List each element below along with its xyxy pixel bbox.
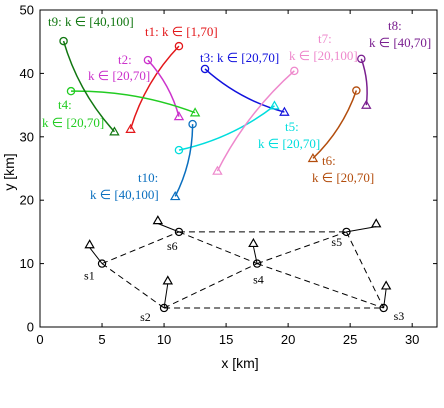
target-end-t4 — [189, 107, 201, 117]
target-label-t10: t10: — [138, 170, 158, 185]
target-tracks: t1: k ∈ [1,70]t2:k ∈ [20,70]t3: k ∈ [20,… — [42, 14, 431, 202]
target-track-t2 — [147, 59, 180, 117]
sensor-triangle — [370, 218, 382, 228]
x-tick-label: 30 — [405, 332, 419, 347]
target-start-t7 — [290, 66, 299, 76]
target-track-t6 — [312, 90, 358, 159]
sensor-circle — [159, 303, 169, 313]
target-label-t5: t5: — [285, 119, 299, 134]
target-interval-t5: k ∈ [20,70] — [258, 136, 320, 151]
target-label-t9: t9: k ∈ [40,100] — [48, 14, 134, 29]
target-start-t3 — [200, 64, 210, 74]
target-start-t2 — [143, 55, 153, 65]
x-tick-label: 15 — [219, 332, 233, 347]
y-axis-label: y [km] — [1, 153, 17, 190]
target-end-t1 — [125, 123, 136, 133]
y-tick-label: 10 — [20, 256, 34, 271]
sensor-links — [101, 231, 385, 309]
target-end-t7 — [212, 165, 223, 175]
y-tick-label: 0 — [27, 320, 34, 335]
sensor-link — [256, 263, 384, 309]
x-axis-label: x [km] — [221, 355, 258, 371]
target-start-t4 — [66, 86, 76, 96]
target-end-t3 — [279, 106, 290, 116]
target-label-t3: t3: k ∈ [20,70] — [200, 50, 279, 65]
sensor-circle — [342, 227, 351, 237]
target-track-t9 — [62, 40, 115, 133]
sensor-circle — [97, 259, 107, 268]
target-start-t8 — [357, 54, 366, 64]
target-label-t4: t4: — [58, 97, 72, 112]
target-track-t8 — [360, 58, 368, 106]
target-track-t10 — [174, 124, 194, 197]
target-track-t5 — [178, 105, 275, 151]
sensor-label: s1 — [84, 269, 95, 283]
target-end-t6 — [307, 152, 319, 163]
target-end-t10 — [169, 190, 181, 201]
sensor-heading-line — [346, 226, 377, 233]
sensor-link — [101, 231, 180, 265]
x-tick-label: 5 — [98, 332, 105, 347]
target-end-t9 — [109, 126, 120, 136]
axes-frame — [39, 9, 438, 328]
sensor-label: s5 — [331, 235, 342, 249]
sensor-circle — [174, 227, 184, 237]
target-start-t9 — [59, 36, 68, 46]
target-label-t2: t2: — [118, 52, 132, 67]
target-label-t7: t7: — [318, 31, 332, 46]
x-tick-label: 25 — [343, 332, 357, 347]
sensors: s1 s2 s3 s4 s5 s6 — [84, 215, 405, 324]
sensor-label: s2 — [140, 310, 151, 324]
target-interval-t6: k ∈ [20,70] — [312, 170, 374, 185]
sensor-circle — [252, 259, 262, 268]
target-label-t8: t8: — [388, 18, 402, 33]
sensor-link — [345, 231, 385, 309]
sensor-triangle — [248, 237, 259, 248]
target-start-t5 — [174, 145, 184, 155]
target-interval-t10: k ∈ [40,100] — [90, 187, 159, 202]
sensor-circle — [379, 303, 388, 313]
sensor-link — [163, 263, 258, 309]
y-tick-label: 30 — [20, 129, 34, 144]
sensor-triangle — [380, 280, 392, 290]
target-end-t2 — [173, 111, 185, 121]
y-tick-label: 40 — [20, 66, 34, 81]
target-start-t10 — [188, 119, 197, 129]
sensor-triangle — [162, 275, 174, 285]
target-label-t1: t1: k ∈ [1,70] — [145, 24, 218, 39]
x-tick-label: 20 — [281, 332, 295, 347]
x-tick-label: 10 — [157, 332, 171, 347]
target-end-t8 — [361, 99, 372, 109]
sensor-label: s6 — [167, 239, 178, 253]
sensor-triangle — [84, 239, 95, 249]
target-start-t6 — [352, 86, 361, 95]
target-interval-t4: k ∈ [20,70] — [42, 115, 104, 130]
target-interval-t2: k ∈ [20,70] — [88, 68, 150, 83]
target-end-t5 — [269, 100, 280, 110]
sensor-label: s3 — [394, 309, 405, 323]
target-interval-t8: k ∈ [40,70] — [369, 35, 431, 50]
sensor-triangle — [152, 215, 164, 225]
y-tick-label: 50 — [20, 3, 34, 18]
axes: 0 5 10 15 20 25 30 0 10 20 30 40 50 — [20, 3, 438, 347]
sensor-link — [178, 231, 258, 265]
target-start-t1 — [174, 41, 184, 51]
target-label-t6: t6: — [322, 153, 336, 168]
x-tick-label: 0 — [36, 332, 43, 347]
target-track-t7 — [216, 70, 295, 172]
target-interval-t7: k ∈ [20,100] — [289, 48, 358, 63]
sensor-label: s4 — [253, 273, 264, 287]
y-tick-label: 20 — [20, 193, 34, 208]
target-track-t1 — [129, 45, 180, 130]
sensor-link — [101, 263, 165, 309]
sensor-heading-line — [252, 246, 258, 264]
sensor-link — [256, 231, 347, 265]
